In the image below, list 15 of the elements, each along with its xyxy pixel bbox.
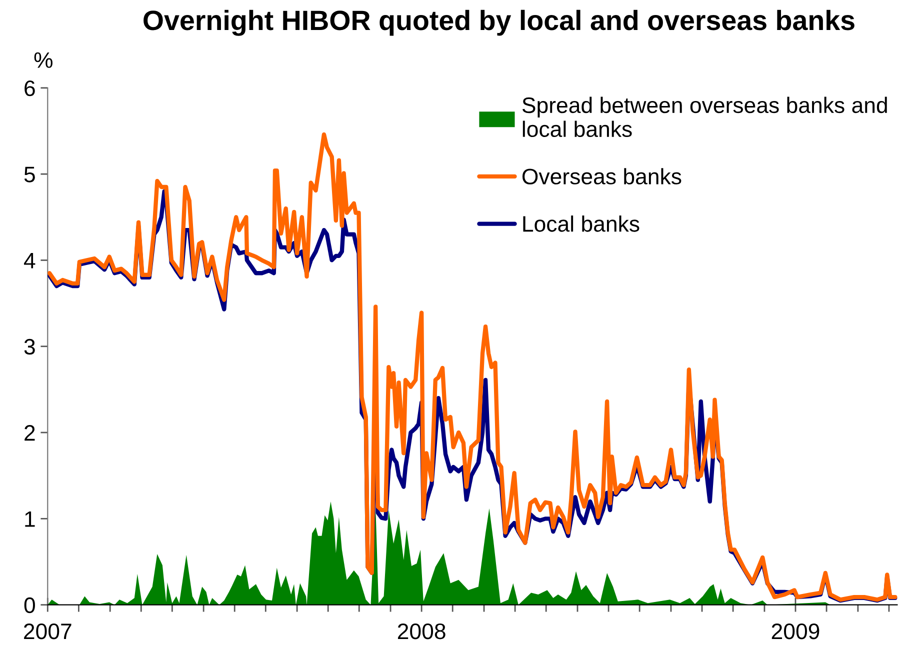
x-tick-label: 2007 [24, 623, 72, 640]
x-tick-label: 2009 [772, 623, 820, 640]
x-tick-label: 2008 [398, 623, 446, 640]
chart-title: Overnight HIBOR quoted by local and overseas banks [144, 10, 854, 36]
legend-label: Spread between overseas banks and local banks [522, 96, 887, 138]
y-tick-label: 4 [24, 252, 36, 268]
y-tick-label: 1 [25, 511, 35, 527]
legend-label: Overseas banks [522, 168, 682, 184]
legend-label: Local banks [523, 215, 640, 232]
y-axis-title: % [34, 52, 52, 68]
y-tick-label: 5 [24, 166, 35, 182]
y-tick-label: 6 [24, 80, 35, 96]
y-tick-label: 2 [24, 425, 35, 441]
y-tick-label: 3 [24, 338, 35, 355]
y-tick-label: 0 [24, 597, 35, 614]
